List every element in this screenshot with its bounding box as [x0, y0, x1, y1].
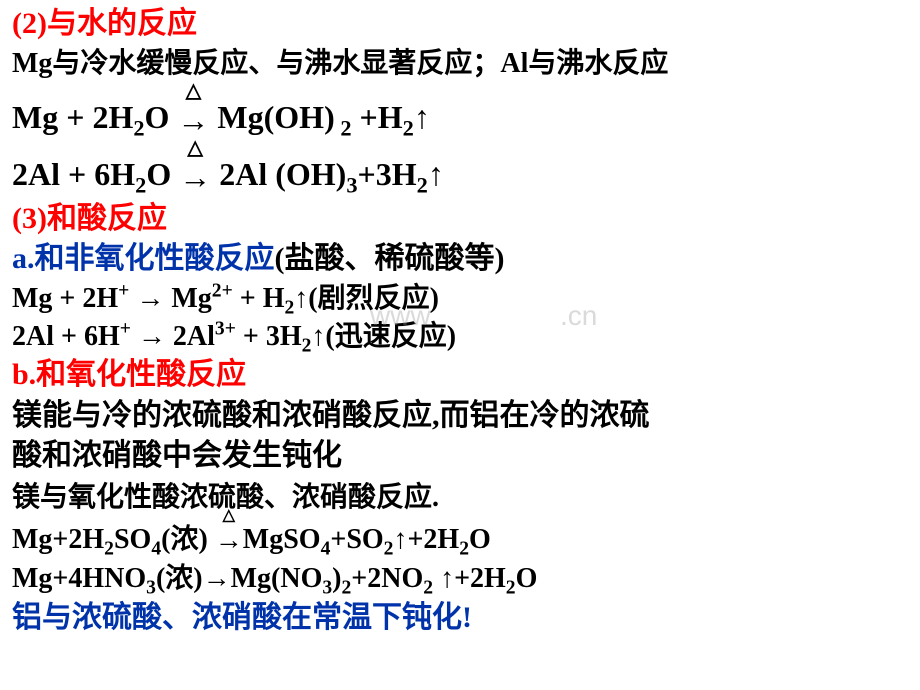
triangle-icon: △: [223, 508, 235, 524]
eq-text: O: [146, 156, 179, 192]
eq-sub: 2: [506, 578, 516, 599]
eq-text: SO: [114, 524, 151, 555]
up-arrow-icon: ↑: [414, 99, 430, 135]
eq-text: Mg + 2H: [12, 99, 133, 135]
section3b-eq1: Mg+2H2SO4(浓) △→MgSO4+SO2↑+2H2O: [12, 521, 908, 560]
eq-sub: 2: [135, 172, 146, 197]
eq-text: O: [516, 563, 538, 594]
section3a-title-black: (盐酸、稀硫酸等): [275, 242, 505, 275]
section3b-note: 铝与浓硫酸、浓硝酸在常温下钝化!: [12, 598, 908, 639]
eq-text: → Mg: [129, 283, 211, 314]
eq-text: MgSO: [243, 524, 321, 555]
eq-text: 2Al + 6H: [12, 156, 135, 192]
eq-sub: 2: [133, 116, 144, 141]
triangle-icon: △: [186, 81, 201, 101]
section3a-eq1: Mg + 2H+ → Mg2+ + H2↑(剧烈反应): [12, 280, 908, 318]
arrow-icon: →: [177, 102, 209, 138]
section2-title: (2)与水的反应: [12, 4, 908, 45]
eq-text: O: [469, 524, 491, 555]
eq-text: +3H: [358, 156, 417, 192]
eq-text: ↑+2H: [433, 563, 506, 594]
eq-sub: 4: [321, 538, 331, 559]
eq-text: Mg(OH): [209, 99, 334, 135]
eq-text: + 3H: [236, 321, 302, 352]
eq-text: +2NO: [351, 563, 423, 594]
eq-text: ↑(迅速反应): [311, 321, 456, 352]
eq-text: → 2Al: [131, 321, 215, 352]
eq-sup: +: [118, 280, 129, 301]
eq-sub: 2: [459, 538, 469, 559]
eq-text: 2Al + 6H: [12, 321, 120, 352]
section3-title: (3)和酸反应: [12, 199, 908, 240]
eq-text: ↑(剧烈反应): [294, 283, 439, 314]
section2-desc: Mg与冷水缓慢反应、与沸水显著反应；Al与沸水反应: [12, 45, 908, 83]
eq-sub: 2: [104, 538, 114, 559]
eq-text: ↑+2H: [393, 524, 459, 555]
section3a-title-blue: a.和非氧化性酸反应: [12, 242, 275, 275]
eq-sub: 2: [423, 578, 433, 599]
eq-sub: 3: [346, 172, 357, 197]
eq-text: +SO: [330, 524, 383, 555]
eq-text: (浓): [161, 524, 215, 555]
eq-sub: 2: [335, 116, 352, 141]
eq-sub: 2: [417, 172, 428, 197]
eq-sub: 3: [146, 578, 156, 599]
section2-eq1: Mg + 2H2O △→ Mg(OH) 2 +H2↑: [12, 96, 908, 142]
eq-text: +H: [352, 99, 403, 135]
arrow-icon: →: [179, 159, 211, 195]
eq-text: (浓)→Mg(NO: [156, 563, 322, 594]
eq-sub: 4: [151, 538, 161, 559]
eq-text: Mg+4HNO: [12, 563, 146, 594]
eq-sub: 2: [342, 578, 352, 599]
eq-text: Mg+2H: [12, 524, 104, 555]
section3b-desc1: 镁能与冷的浓硫酸和浓硝酸反应,而铝在冷的浓硫: [12, 396, 908, 437]
eq-text: Mg + 2H: [12, 283, 118, 314]
eq-sup: 3+: [215, 318, 236, 339]
eq-text: O: [145, 99, 178, 135]
eq-sub: 2: [403, 116, 414, 141]
triangle-icon: △: [188, 138, 203, 158]
section2-eq2: 2Al + 6H2O △→ 2Al (OH)3+3H2↑: [12, 153, 908, 199]
eq-sub: 3: [322, 578, 332, 599]
section3a-title: a.和非氧化性酸反应(盐酸、稀硫酸等): [12, 239, 908, 280]
eq-text: 2Al (OH): [211, 156, 346, 192]
section3b-desc2: 酸和浓硝酸中会发生钝化: [12, 436, 908, 477]
heat-arrow: △→: [179, 156, 211, 199]
eq-sub: 2: [302, 335, 312, 356]
eq-text: + H: [233, 283, 285, 314]
section3b-title: b.和氧化性酸反应: [12, 355, 908, 396]
eq-sub: 2: [384, 538, 394, 559]
section3b-desc3: 镁与氧化性酸浓硫酸、浓硝酸反应.: [12, 479, 908, 517]
slide-content: (2)与水的反应 Mg与冷水缓慢反应、与沸水显著反应；Al与沸水反应 Mg + …: [0, 0, 920, 642]
eq-text: ): [332, 563, 341, 594]
heat-arrow: △→: [215, 522, 243, 560]
section3b-eq2: Mg+4HNO3(浓)→Mg(NO3)2+2NO2 ↑+2H2O: [12, 560, 908, 598]
eq-sub: 2: [284, 297, 294, 318]
eq-sup: +: [120, 318, 131, 339]
section3a-eq2: 2Al + 6H+ → 2Al3+ + 3H2↑(迅速反应): [12, 318, 908, 356]
up-arrow-icon: ↑: [428, 156, 444, 192]
eq-sup: 2+: [212, 280, 233, 301]
arrow-icon: →: [215, 525, 243, 556]
